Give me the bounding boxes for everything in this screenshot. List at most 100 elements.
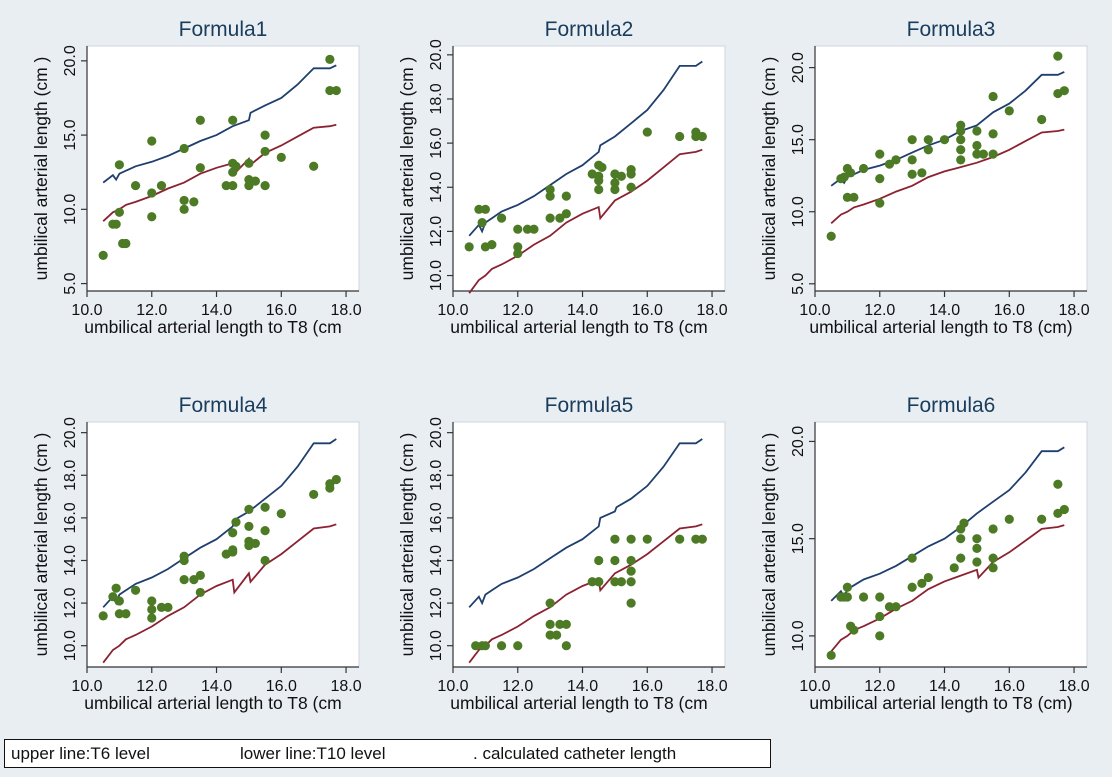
data-point [471, 641, 481, 651]
x-tick-label: 10.0 [799, 678, 830, 695]
data-point [1037, 514, 1047, 524]
data-point [561, 619, 571, 629]
x-tick-label: 16.0 [632, 302, 663, 319]
legend-calculated-length: . calculated catheter length [473, 744, 677, 763]
data-point [260, 502, 270, 512]
x-tick-label: 14.0 [929, 302, 960, 319]
data-point [626, 169, 636, 179]
data-point [594, 184, 604, 195]
data-point [480, 641, 490, 651]
data-point [917, 578, 927, 588]
data-point [513, 224, 523, 234]
data-point [163, 602, 173, 612]
data-point [642, 534, 652, 544]
data-point [179, 195, 189, 206]
upper-line-t6 [468, 438, 703, 608]
data-point [956, 534, 966, 544]
x-tick-label: 18.0 [696, 678, 727, 695]
data-point [331, 85, 341, 96]
data-point [98, 250, 108, 260]
data-point [988, 129, 998, 139]
data-point [156, 602, 167, 612]
x-tick-label: 16.0 [266, 302, 297, 319]
lower-line-t10 [102, 123, 337, 222]
data-point [616, 171, 626, 181]
x-tick-label: 18.0 [1058, 302, 1089, 319]
data-point [1037, 114, 1047, 125]
data-point [260, 146, 270, 157]
legend-upper-line: upper line:T6 level [11, 744, 150, 763]
lower-line-t10 [102, 523, 337, 664]
data-point [111, 583, 121, 593]
x-axis-title: umbilical arterial length to T8 (cm [84, 317, 341, 337]
lower-line-t10 [830, 128, 1065, 224]
data-point [522, 224, 533, 234]
y-tick-label: 20.0 [790, 426, 807, 457]
y-axis-title: umbilical arterial length (cm ) [759, 433, 779, 657]
x-tick-label: 12.0 [864, 678, 895, 695]
data-point [156, 180, 167, 191]
data-point [594, 577, 604, 587]
data-point [474, 204, 484, 214]
data-point [179, 555, 189, 566]
data-point [189, 197, 199, 207]
data-point [250, 538, 260, 549]
data-point [972, 126, 982, 136]
y-tick-label: 20.0 [428, 417, 445, 448]
x-tick-label: 12.0 [864, 302, 895, 319]
data-point [121, 238, 131, 249]
data-point [875, 631, 885, 641]
data-point [826, 231, 836, 241]
chart-title: Formula6 [907, 394, 996, 417]
data-point [545, 184, 555, 195]
data-point [849, 192, 859, 202]
data-point [978, 149, 988, 159]
data-point [858, 592, 869, 602]
x-tick-label: 16.0 [266, 678, 297, 695]
y-tick-label: 12.0 [428, 216, 445, 247]
data-point [195, 115, 205, 125]
data-point [260, 130, 270, 140]
data-point [956, 145, 966, 155]
y-tick-label: 16.0 [428, 127, 445, 158]
data-point [842, 192, 852, 202]
data-point [561, 209, 571, 219]
data-point [907, 155, 917, 165]
data-point [675, 131, 685, 142]
x-tick-label: 12.0 [502, 678, 533, 695]
x-tick-label: 10.0 [71, 302, 102, 319]
data-point [114, 609, 124, 619]
y-tick-label: 15.0 [790, 124, 807, 155]
y-tick-label: 14.0 [428, 172, 445, 203]
data-point [626, 598, 636, 608]
data-point [250, 176, 260, 186]
data-point [121, 609, 131, 619]
x-tick-label: 14.0 [201, 302, 232, 319]
data-point [891, 155, 901, 165]
chart-title: Formula1 [179, 18, 268, 41]
x-tick-label: 10.0 [71, 678, 102, 695]
data-point [244, 504, 254, 514]
data-point [642, 127, 652, 137]
data-point [325, 54, 335, 64]
data-point [195, 163, 205, 173]
data-point [884, 602, 895, 612]
data-point [545, 191, 555, 201]
data-point [555, 213, 565, 223]
data-point [923, 145, 933, 155]
chart-title: Formula5 [545, 394, 634, 417]
data-point [545, 598, 555, 608]
data-point [594, 555, 604, 566]
y-tick-label: 16.0 [62, 502, 79, 533]
data-point [626, 555, 636, 566]
plot-area [86, 45, 360, 292]
data-point [114, 596, 124, 606]
data-point [179, 143, 189, 154]
data-point [309, 489, 319, 500]
data-point [179, 575, 189, 585]
data-point [325, 85, 335, 96]
data-point [477, 217, 487, 228]
data-point [513, 248, 523, 259]
y-tick-label: 10.0 [62, 630, 79, 661]
data-point [231, 517, 241, 527]
